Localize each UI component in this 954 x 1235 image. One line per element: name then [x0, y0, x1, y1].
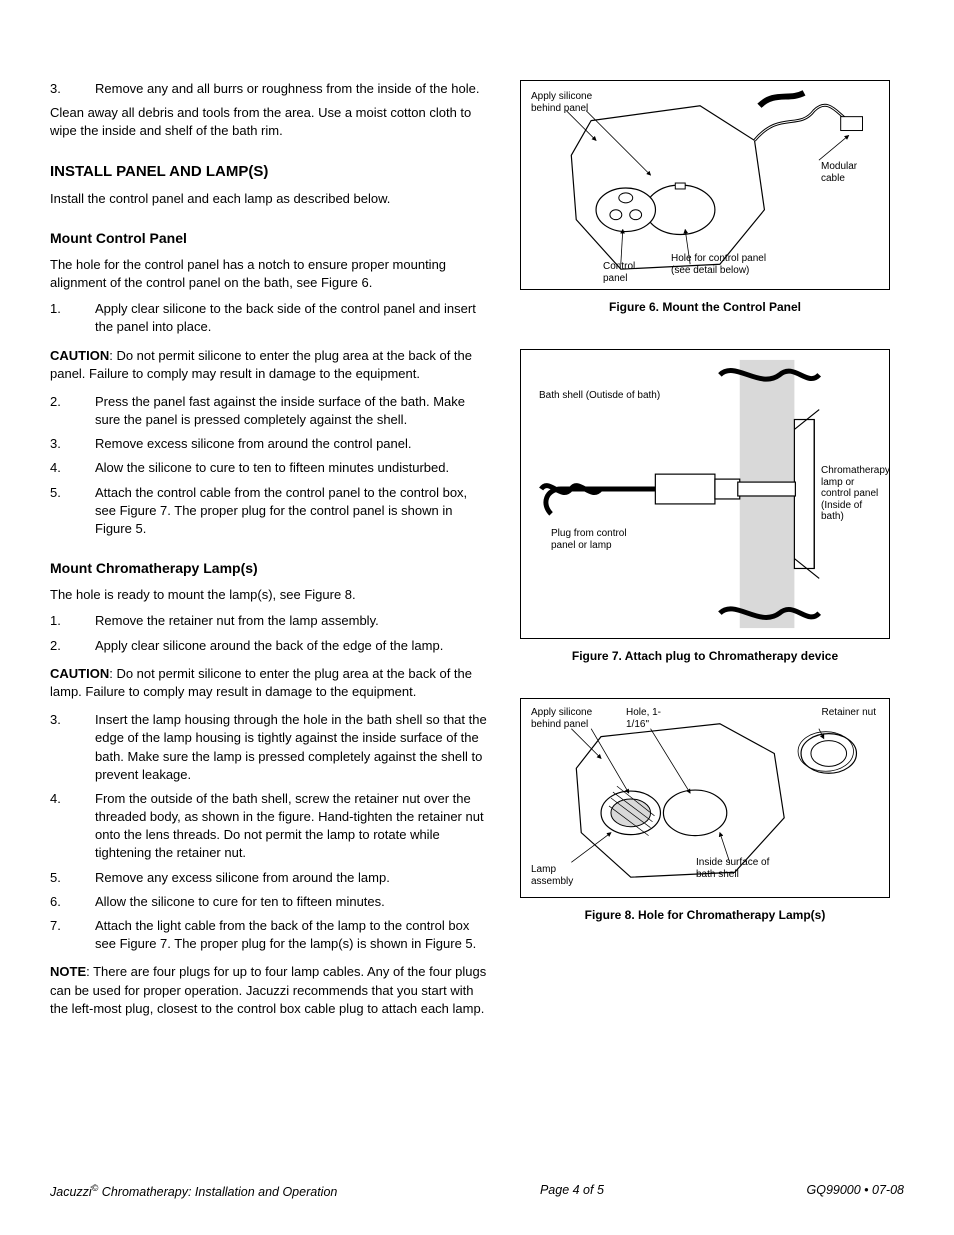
list-item: 3. Insert the lamp housing through the h… — [50, 711, 490, 784]
list-item: 1. Apply clear silicone to the back side… — [50, 300, 490, 336]
list-item: 5. Attach the control cable from the con… — [50, 484, 490, 539]
list-item: 6. Allow the silicone to cure for ten to… — [50, 893, 490, 911]
item-text: Insert the lamp housing through the hole… — [95, 711, 490, 784]
item-text: Remove any excess silicone from around t… — [95, 869, 490, 887]
caution-label: CAUTION — [50, 348, 109, 363]
item-text: Apply clear silicone to the back side of… — [95, 300, 490, 336]
note-label: NOTE — [50, 964, 86, 979]
figure-label: Inside surface of bath shell — [696, 857, 776, 880]
item-number: 6. — [50, 893, 95, 911]
item-number: 2. — [50, 393, 95, 429]
caution-text: : Do not permit silicone to enter the pl… — [50, 666, 472, 699]
note-text: : There are four plugs for up to four la… — [50, 964, 486, 1015]
figure-label: Plug from control panel or lamp — [551, 528, 651, 551]
figure-7-caption: Figure 7. Attach plug to Chromatherapy d… — [520, 649, 890, 663]
caution-label: CAUTION — [50, 666, 109, 681]
subsection-heading: Mount Control Panel — [50, 230, 490, 246]
footer-title: Chromatherapy: Installation and Operatio… — [98, 1185, 337, 1199]
item-text: Remove excess silicone from around the c… — [95, 435, 490, 453]
item-text: Press the panel fast against the inside … — [95, 393, 490, 429]
figure-label: Hole, 1-1/16" — [626, 707, 676, 730]
list-item: 1. Remove the retainer nut from the lamp… — [50, 612, 490, 630]
figure-label: Control panel — [603, 261, 653, 284]
item-text: Apply clear silicone around the back of … — [95, 637, 490, 655]
item-text: From the outside of the bath shell, scre… — [95, 790, 490, 863]
item-number: 5. — [50, 869, 95, 887]
footer-brand: Jacuzzi© Chromatherapy: Installation and… — [50, 1183, 337, 1199]
item-text: Remove the retainer nut from the lamp as… — [95, 612, 490, 630]
item-number: 3. — [50, 80, 95, 98]
item-number: 7. — [50, 917, 95, 953]
item-number: 2. — [50, 637, 95, 655]
figure-label: Bath shell (Outisde of bath) — [539, 390, 689, 402]
right-column: Apply silicone behind panel Modular cabl… — [520, 80, 890, 1028]
footer-page: Page 4 of 5 — [540, 1183, 604, 1199]
caution-paragraph: CAUTION: Do not permit silicone to enter… — [50, 347, 490, 383]
item-number: 5. — [50, 484, 95, 539]
item-number: 4. — [50, 790, 95, 863]
left-column: 3. Remove any and all burrs or roughness… — [50, 80, 490, 1028]
item-text: Attach the control cable from the contro… — [95, 484, 490, 539]
figure-label: Apply silicone behind panel — [531, 91, 601, 114]
item-text: Remove any and all burrs or roughness fr… — [95, 80, 490, 98]
list-item: 2. Press the panel fast against the insi… — [50, 393, 490, 429]
list-item: 2. Apply clear silicone around the back … — [50, 637, 490, 655]
figure-8-box: Apply silicone behind panel Hole, 1-1/16… — [520, 698, 890, 898]
item-text: Allow the silicone to cure for ten to fi… — [95, 893, 490, 911]
figure-6-caption: Figure 6. Mount the Control Panel — [520, 300, 890, 314]
list-item: 4. Alow the silicone to cure to ten to f… — [50, 459, 490, 477]
list-item: 7. Attach the light cable from the back … — [50, 917, 490, 953]
list-item: 3. Remove any and all burrs or roughness… — [50, 80, 490, 98]
figure-7-box: Bath shell (Outisde of bath) Chromathera… — [520, 349, 890, 639]
item-number: 1. — [50, 612, 95, 630]
caution-text: : Do not permit silicone to enter the pl… — [50, 348, 472, 381]
section-heading: INSTALL PANEL AND LAMP(S) — [50, 163, 490, 180]
list-item: 5. Remove any excess silicone from aroun… — [50, 869, 490, 887]
paragraph: The hole for the control panel has a not… — [50, 256, 490, 292]
footer-brand-name: Jacuzzi — [50, 1185, 92, 1199]
figure-label: Chromatherapy lamp or control panel (Ins… — [821, 465, 886, 523]
item-number: 4. — [50, 459, 95, 477]
list-item: 3. Remove excess silicone from around th… — [50, 435, 490, 453]
footer-code: GQ99000 • 07-08 — [807, 1183, 905, 1199]
paragraph: The hole is ready to mount the lamp(s), … — [50, 586, 490, 604]
figure-6-box: Apply silicone behind panel Modular cabl… — [520, 80, 890, 290]
paragraph: Clean away all debris and tools from the… — [50, 104, 490, 140]
page-footer: Jacuzzi© Chromatherapy: Installation and… — [50, 1183, 904, 1199]
item-number: 3. — [50, 435, 95, 453]
figure-label: Lamp assembly — [531, 864, 591, 887]
figure-label: Hole for control panel (see detail below… — [671, 253, 781, 276]
note-paragraph: NOTE: There are four plugs for up to fou… — [50, 963, 490, 1018]
item-number: 3. — [50, 711, 95, 784]
figure-label: Apply silicone behind panel — [531, 707, 601, 730]
item-text: Alow the silicone to cure to ten to fift… — [95, 459, 490, 477]
subsection-heading: Mount Chromatherapy Lamp(s) — [50, 560, 490, 576]
caution-paragraph: CAUTION: Do not permit silicone to enter… — [50, 665, 490, 701]
figure-8-caption: Figure 8. Hole for Chromatherapy Lamp(s) — [520, 908, 890, 922]
figure-label: Modular cable — [821, 161, 881, 184]
figure-label: Retainer nut — [816, 707, 876, 719]
item-number: 1. — [50, 300, 95, 336]
item-text: Attach the light cable from the back of … — [95, 917, 490, 953]
list-item: 4. From the outside of the bath shell, s… — [50, 790, 490, 863]
paragraph: Install the control panel and each lamp … — [50, 190, 490, 208]
